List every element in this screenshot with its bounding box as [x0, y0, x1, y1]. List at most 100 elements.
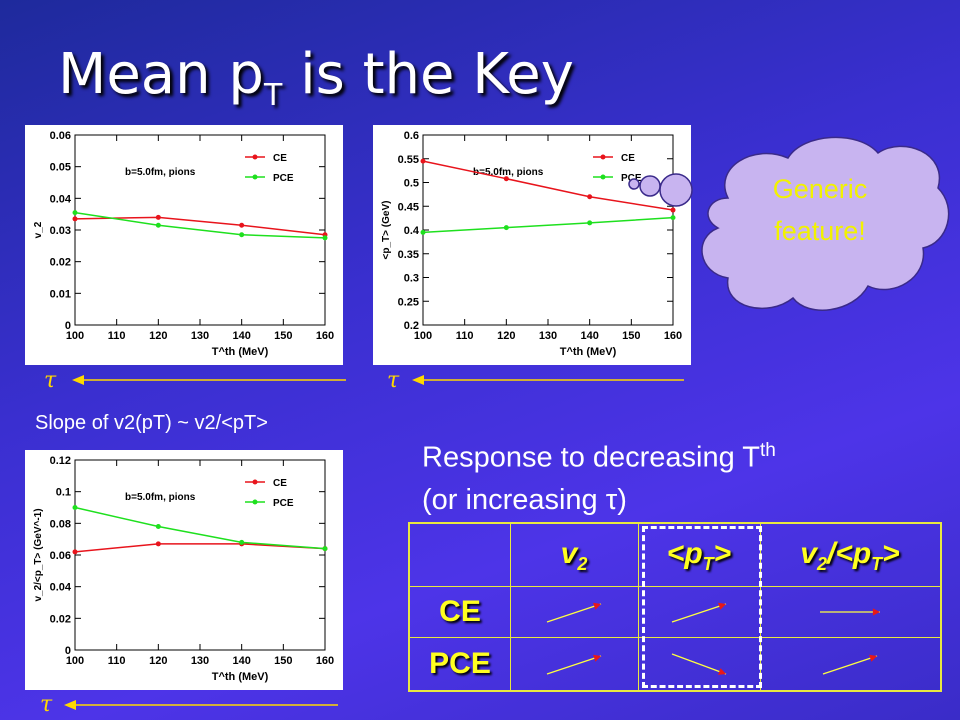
- trend-arrow-down: [638, 637, 760, 690]
- legend-label: PCE: [273, 173, 294, 184]
- legend-marker-ce: [252, 154, 258, 160]
- x-tick-label: 160: [664, 330, 682, 342]
- trend-arrow-up: [638, 586, 760, 637]
- y-tick-label: 0.4: [404, 225, 420, 237]
- highlight-box: [642, 526, 762, 688]
- data-point-ce: [72, 549, 78, 555]
- row-label: CE: [439, 595, 481, 628]
- table-col-divider: [638, 524, 639, 690]
- chart-annotation: b=5.0fm, pions: [473, 167, 544, 178]
- legend-label: CE: [273, 478, 287, 489]
- data-point-ce: [155, 541, 161, 547]
- data-point-ce: [239, 222, 245, 228]
- data-point-pce: [239, 539, 245, 545]
- slope-caption: Slope of v2(pT) ~ v2/<pT>: [35, 412, 268, 434]
- data-point-pce: [587, 220, 593, 226]
- x-tick-label: 150: [274, 655, 292, 667]
- arrow-head: [718, 602, 726, 610]
- table-row-divider: [410, 586, 940, 587]
- legend-label: PCE: [621, 173, 642, 184]
- y-tick-label: 0.1: [56, 487, 71, 499]
- slide-title: Mean pT is the Key: [58, 42, 574, 114]
- data-point-ce: [587, 194, 593, 200]
- x-tick-label: 110: [108, 655, 126, 667]
- x-tick-label: 160: [316, 330, 334, 342]
- y-tick-label: 0.5: [404, 178, 419, 190]
- plot-frame: [74, 459, 326, 651]
- x-tick-label: 100: [66, 655, 84, 667]
- x-axis-label: T^th (MeV): [212, 346, 269, 358]
- y-tick-label: 0.6: [404, 130, 419, 142]
- trend-arrow-up: [510, 586, 638, 637]
- arrow-head: [718, 667, 726, 675]
- arrow-shaft: [822, 654, 878, 675]
- legend-label: CE: [621, 153, 635, 164]
- tau-arrow: [64, 700, 338, 710]
- chart-svg: 0 0.02 0.04 0.06 0.08 0.1 0.12 100 110 120 130 140 1…: [33, 455, 334, 683]
- tau-symbol: τ: [44, 368, 57, 393]
- data-point-ce: [503, 176, 509, 182]
- y-tick-label: 0.04: [50, 193, 72, 205]
- y-tick-label: 0.35: [398, 249, 419, 261]
- x-tick-label: 100: [414, 330, 432, 342]
- column-header: <pT>: [666, 537, 732, 574]
- y-tick-label: 0.03: [50, 225, 71, 237]
- y-tick-label: 0.12: [50, 455, 71, 467]
- cloud-text: Generic feature!: [772, 174, 868, 246]
- series-line-ce: [74, 543, 326, 553]
- table-row-divider: [410, 637, 940, 638]
- y-axis-label: <p_T> (GeV): [381, 201, 392, 260]
- y-tick-label: 0: [65, 320, 71, 332]
- trend-arrow-svg: [671, 652, 727, 675]
- x-tick-label: 110: [108, 330, 126, 342]
- data-point-ce: [72, 216, 78, 222]
- y-axis-label: v_2/<p_T> (GeV^-1): [33, 508, 44, 601]
- table-col-divider: [510, 524, 511, 690]
- legend-marker-pce: [600, 174, 606, 180]
- trend-arrow-svg: [822, 654, 878, 675]
- y-tick-label: 0.06: [50, 130, 71, 142]
- y-tick-label: 0.01: [50, 288, 71, 300]
- x-tick-label: 130: [539, 330, 557, 342]
- legend-marker-pce: [252, 174, 258, 180]
- arrow-shaft: [671, 652, 727, 675]
- data-point-pce: [420, 229, 426, 235]
- tau-symbol: τ: [387, 368, 400, 393]
- x-tick-label: 110: [456, 330, 474, 342]
- data-point-pce: [322, 235, 328, 241]
- y-tick-label: 0.06: [50, 550, 71, 562]
- y-tick-label: 0.08: [50, 518, 71, 530]
- x-tick-label: 120: [149, 655, 167, 667]
- x-tick-label: 160: [316, 655, 334, 667]
- response-text: Response to decreasing Tth (or increasin…: [422, 440, 776, 516]
- x-axis-label: T^th (MeV): [212, 671, 269, 683]
- y-tick-label: 0.2: [404, 320, 419, 332]
- tau-arrow: [72, 375, 346, 385]
- data-point-pce: [155, 524, 161, 529]
- v2-plot: 0 0.01 0.02 0.03 0.04 0.05 0.06 100 110 120 130 140…: [25, 125, 343, 365]
- x-tick-label: 140: [232, 655, 250, 667]
- tau-arrow: [412, 375, 684, 385]
- v2-over-mean-pt-plot: 0 0.02 0.04 0.06 0.08 0.1 0.12 100 110 120 130 140 1…: [25, 450, 343, 690]
- y-tick-label: 0.3: [404, 273, 419, 285]
- legend-label: PCE: [273, 498, 294, 509]
- data-point-pce: [670, 215, 676, 221]
- trend-arrow-svg: [820, 607, 880, 616]
- x-tick-label: 150: [622, 330, 640, 342]
- arrow-shaft: [546, 602, 602, 623]
- x-tick-label: 150: [274, 330, 292, 342]
- arrow-shaft: [671, 602, 727, 623]
- data-point-ce: [155, 214, 161, 220]
- response-table: v2 <pT> v2/<pT> CE PCE: [408, 522, 942, 692]
- legend-marker-ce: [252, 479, 258, 485]
- arrow-head: [869, 654, 877, 662]
- series-line-pce: [74, 506, 326, 550]
- y-tick-label: 0.45: [398, 201, 419, 213]
- legend-marker-pce: [252, 499, 258, 505]
- y-tick-label: 0: [65, 645, 71, 657]
- legend-label: CE: [273, 153, 287, 164]
- trend-arrow-svg: [546, 602, 602, 623]
- x-tick-label: 120: [497, 330, 515, 342]
- tau-symbol: τ: [40, 692, 53, 717]
- column-header: v2: [560, 537, 588, 574]
